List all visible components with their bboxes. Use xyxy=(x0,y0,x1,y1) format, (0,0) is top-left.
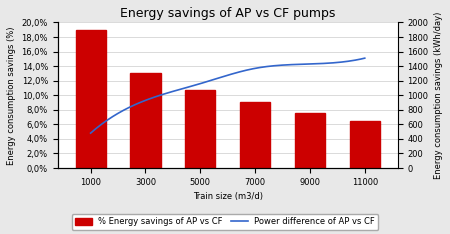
Legend: % Energy savings of AP vs CF, Power difference of AP vs CF: % Energy savings of AP vs CF, Power diff… xyxy=(72,214,378,230)
Title: Energy savings of AP vs CF pumps: Energy savings of AP vs CF pumps xyxy=(120,7,335,20)
Bar xyxy=(185,90,216,168)
Y-axis label: Energy consumption savings (%): Energy consumption savings (%) xyxy=(7,26,16,165)
Y-axis label: Energy consumption savings (kWh/day): Energy consumption savings (kWh/day) xyxy=(434,11,443,179)
Bar xyxy=(295,113,325,168)
Bar xyxy=(350,121,380,168)
Bar xyxy=(240,102,270,168)
Bar xyxy=(76,30,106,168)
Bar xyxy=(130,73,161,168)
X-axis label: Train size (m3/d): Train size (m3/d) xyxy=(193,192,263,201)
